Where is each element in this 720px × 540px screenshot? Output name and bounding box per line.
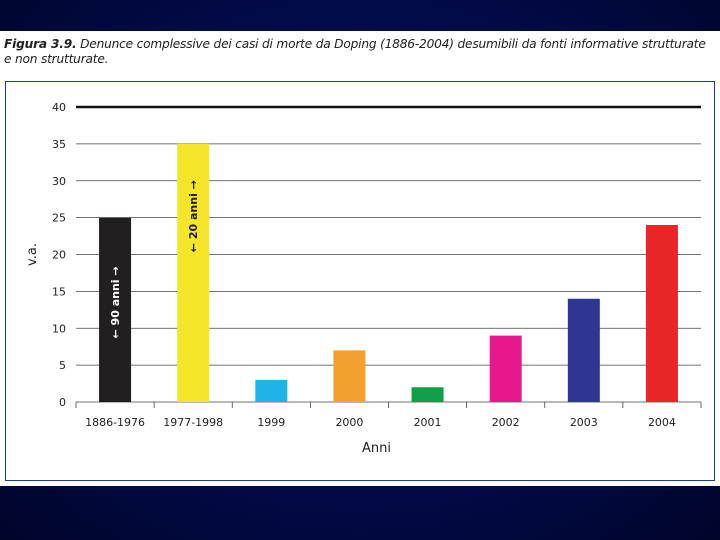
bar-2000: [333, 350, 366, 402]
bar-1977-1998: [177, 143, 210, 402]
x-tick-label-2004: 2004: [648, 416, 676, 429]
y-tick-label-10: 10: [52, 322, 66, 335]
bar-2003: [567, 298, 600, 402]
x-tick-label-2001: 2001: [414, 416, 442, 429]
caption-line-1: Figura 3.9. Denunce complessive dei casi…: [4, 37, 720, 52]
y-tick-label-0: 0: [59, 396, 66, 409]
annotation-1977-1998: ← 20 anni →: [187, 180, 200, 252]
x-tick-label-1999: 1999: [257, 416, 285, 429]
y-tick-label-35: 35: [52, 138, 66, 151]
annotation-1886-1976: ← 90 anni →: [109, 266, 122, 338]
x-tick-label-1977-1998: 1977-1998: [163, 416, 223, 429]
bar-2004: [645, 225, 678, 402]
bar-1886-1976: [99, 217, 132, 402]
y-tick-label-25: 25: [52, 212, 66, 225]
caption-line-2: e non strutturate.: [4, 52, 109, 66]
x-tick-label-1886-1976: 1886-1976: [85, 416, 145, 429]
bar-2002: [489, 335, 522, 402]
caption-figure-label: Figura 3.9.: [4, 37, 77, 51]
bar-chart: 0 5 10 15 20 25 30 35 40 1886-1976 1977-1998 1999 20…: [25, 101, 702, 456]
chart-frame: 0 5 10 15 20 25 30 35 40 1886-1976 1977-1998 1999 20…: [5, 81, 715, 481]
bar-2001: [411, 387, 444, 402]
x-axis-label: Anni: [362, 441, 391, 456]
y-tick-label-5: 5: [59, 359, 66, 372]
figure-caption: Figura 3.9. Denunce complessive dei casi…: [4, 37, 720, 67]
caption-text: Denunce complessive dei casi di morte da…: [76, 37, 706, 51]
bar-1999: [255, 379, 288, 402]
y-tick-label-20: 20: [52, 249, 66, 262]
y-tick-label-30: 30: [52, 175, 66, 188]
x-tick-label-2003: 2003: [570, 416, 598, 429]
y-tick-label-40: 40: [52, 101, 66, 114]
y-tick-label-15: 15: [52, 285, 66, 298]
slide: Figura 3.9. Denunce complessive dei casi…: [0, 31, 720, 486]
x-tick-label-2002: 2002: [492, 416, 520, 429]
x-tick-label-2000: 2000: [335, 416, 363, 429]
y-axis-label: v.a.: [25, 243, 40, 266]
